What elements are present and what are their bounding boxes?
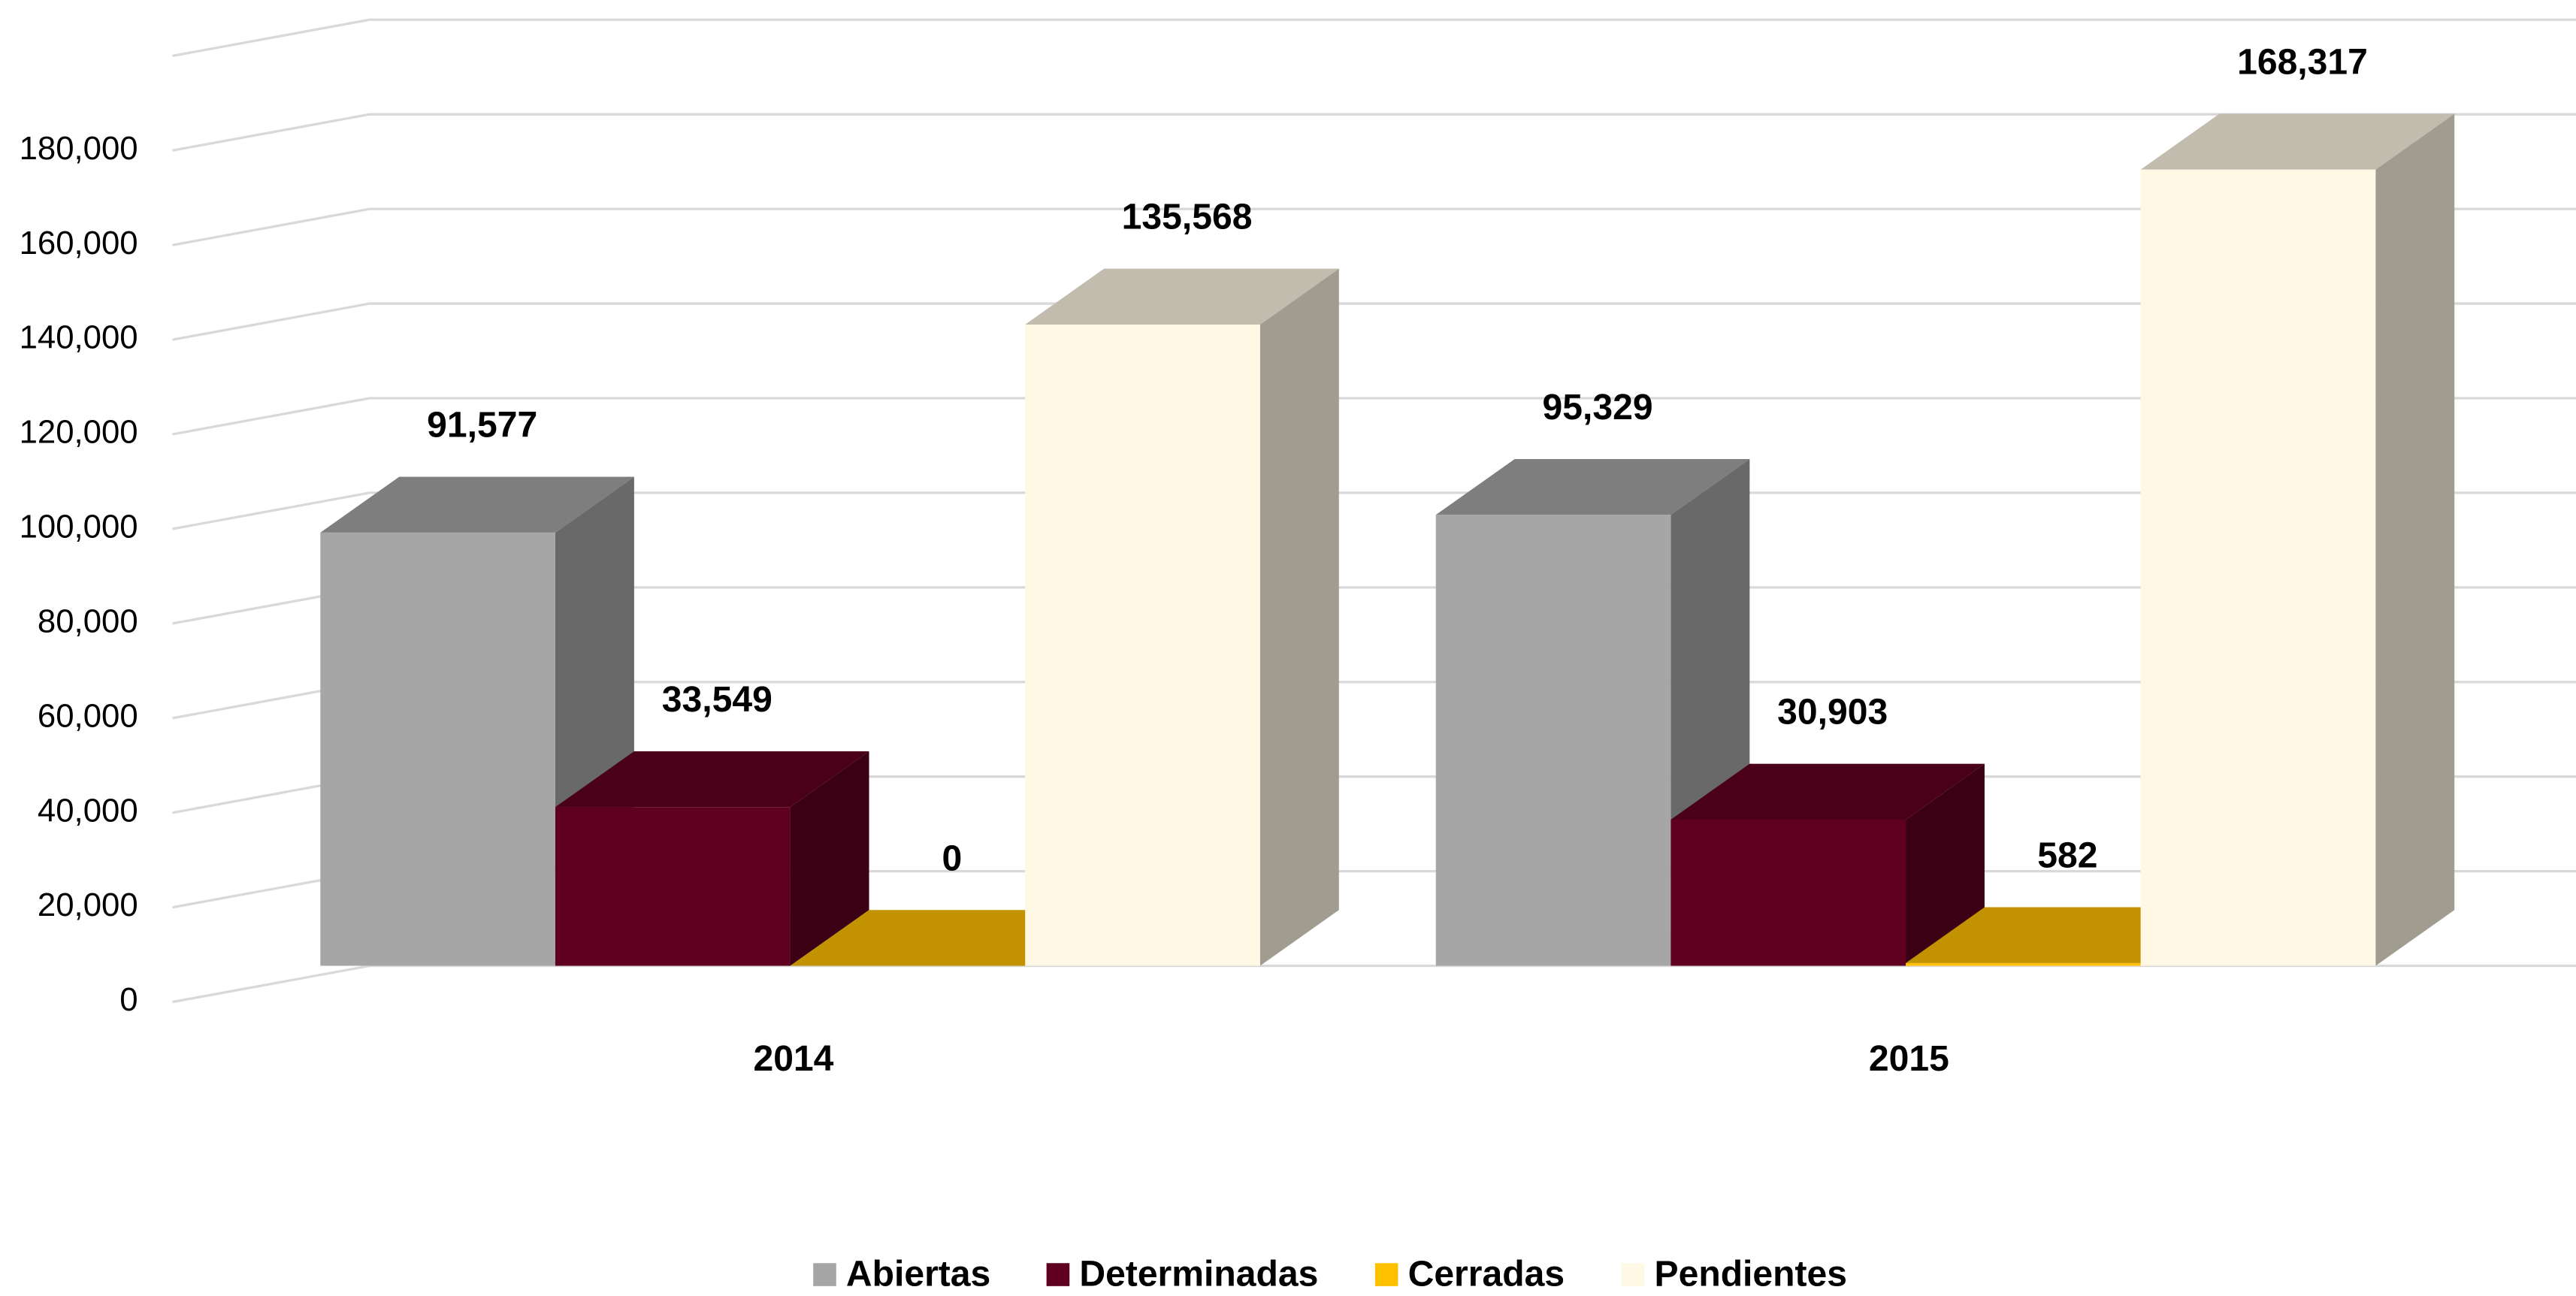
y-tick-label: 140,000 <box>20 319 138 356</box>
y-tick-label: 100,000 <box>20 509 138 545</box>
grid-line <box>172 491 2576 530</box>
x-tick-label: 2014 <box>753 1038 833 1079</box>
y-tick-label: 40,000 <box>38 792 138 829</box>
wall-edge <box>172 18 2576 57</box>
bar-front <box>555 807 791 966</box>
y-tick-label: 20,000 <box>38 887 138 923</box>
bar <box>2140 113 2455 966</box>
data-label: 135,568 <box>1122 197 1253 237</box>
y-tick-label: 120,000 <box>20 414 138 451</box>
y-tick-label: 160,000 <box>20 225 138 261</box>
bar-front <box>1906 962 2141 966</box>
bar-front <box>1435 515 1671 966</box>
legend-swatch <box>1621 1263 1645 1286</box>
grid-line <box>172 207 2576 246</box>
grid-line <box>172 113 2576 152</box>
data-label: 30,903 <box>1777 692 1888 733</box>
legend-label: Pendientes <box>1655 1253 1848 1294</box>
bar-top <box>1025 268 1339 325</box>
y-tick-label: 60,000 <box>38 697 138 734</box>
bar <box>555 751 869 966</box>
bar-side <box>2375 113 2455 966</box>
bar-side <box>1906 763 1985 966</box>
bar-top <box>555 751 869 808</box>
bar-front <box>1670 819 1906 966</box>
grid-line <box>172 302 2576 341</box>
bar-front <box>1025 324 1260 966</box>
data-label: 95,329 <box>1543 387 1653 427</box>
grid-line <box>172 964 2576 1004</box>
bar-front <box>320 532 555 966</box>
legend-swatch <box>1374 1263 1398 1286</box>
data-label: 0 <box>942 838 963 878</box>
bar <box>1670 763 1985 966</box>
bar-top <box>320 476 634 533</box>
bar-top <box>1670 763 1985 820</box>
grid-line <box>172 397 2576 436</box>
data-label: 582 <box>2037 835 2097 876</box>
y-tick-label: 180,000 <box>20 130 138 167</box>
bar <box>1025 268 1339 966</box>
bar-front <box>2140 169 2376 966</box>
data-label: 91,577 <box>427 405 537 446</box>
data-label: 168,317 <box>2237 42 2368 83</box>
bar-top <box>2140 113 2455 170</box>
legend-label: Determinadas <box>1079 1253 1318 1294</box>
data-label: 33,549 <box>662 679 772 720</box>
x-tick-label: 2015 <box>1869 1038 1949 1079</box>
legend-swatch <box>813 1263 836 1286</box>
bar-side <box>790 751 869 966</box>
y-tick-label: 0 <box>119 981 138 1018</box>
legend-label: Cerradas <box>1408 1253 1565 1294</box>
legend-label: Abiertas <box>846 1253 990 1294</box>
bar-top <box>1435 458 1750 515</box>
legend-swatch <box>1046 1263 1070 1286</box>
bar-side <box>1259 268 1339 966</box>
y-tick-label: 80,000 <box>38 603 138 639</box>
